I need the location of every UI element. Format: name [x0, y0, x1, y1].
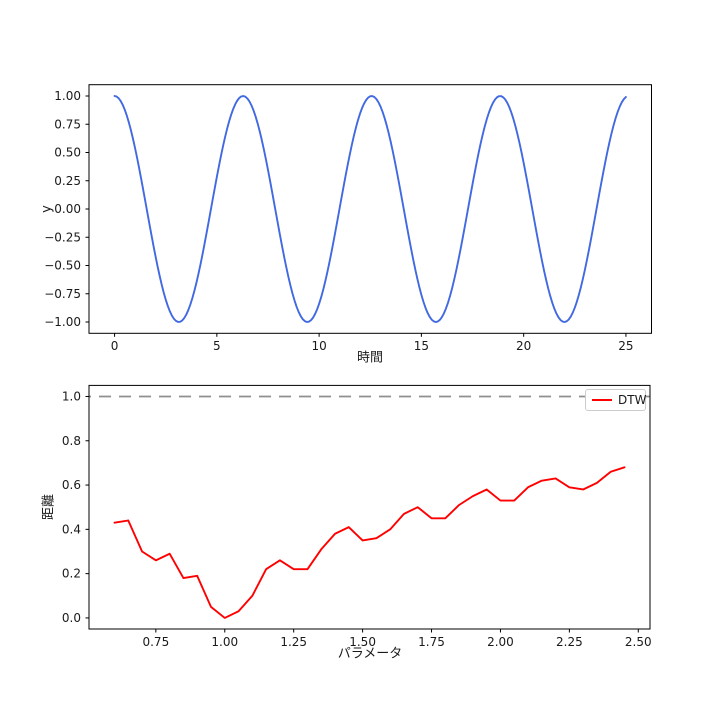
- x-tick-label: 2.00: [487, 635, 514, 649]
- x-tick-label: 10: [311, 339, 326, 353]
- y-axis-label: y: [39, 205, 55, 213]
- y-tick-label: 1.0: [62, 389, 81, 403]
- x-tick-label: 20: [516, 339, 531, 353]
- x-tick-label: 2.25: [556, 635, 583, 649]
- x-tick-label: 25: [618, 339, 633, 353]
- x-tick-label: 1.25: [280, 635, 307, 649]
- dtw-line: [113, 466, 626, 619]
- time-axis-label: 時間: [356, 350, 384, 366]
- y-tick-label: 0.0: [62, 611, 81, 625]
- x-tick-label: 1.00: [211, 635, 238, 649]
- x-tick-label: 15: [414, 339, 429, 353]
- legend-box: DTW: [585, 389, 646, 411]
- y-tick-label: 1.00: [54, 89, 81, 103]
- x-tick-label: 1.50: [349, 635, 376, 649]
- y-tick-label: 0.75: [54, 117, 81, 131]
- dtw-line-swatch: [592, 398, 612, 402]
- distance-axis-label: 距離: [41, 493, 57, 521]
- y-tick-label: 0.4: [62, 522, 81, 536]
- x-tick-label: 0.75: [142, 635, 169, 649]
- y-tick-label: −1.00: [44, 315, 81, 329]
- y-tick-label: 0.25: [54, 174, 81, 188]
- y-tick-label: 0.6: [62, 478, 81, 492]
- legend-label-dtw: DTW: [618, 393, 647, 407]
- parameter-axis-label: パラメータ: [337, 646, 403, 662]
- plot-frame: [88, 384, 651, 630]
- x-tick-label: 1.75: [418, 635, 445, 649]
- y-tick-label: 0.8: [62, 434, 81, 448]
- y-tick-label: 0.00: [54, 202, 81, 216]
- y-tick-label: 0.50: [54, 146, 81, 160]
- x-tick-label: 0: [111, 339, 119, 353]
- y-tick-label: −0.75: [44, 287, 81, 301]
- cosine-wave-line: [113, 95, 627, 323]
- x-tick-label: 5: [213, 339, 221, 353]
- x-tick-label: 2.50: [625, 635, 652, 649]
- y-tick-label: −0.50: [44, 259, 81, 273]
- y-tick-label: 0.2: [62, 567, 81, 581]
- y-tick-label: −0.25: [44, 230, 81, 244]
